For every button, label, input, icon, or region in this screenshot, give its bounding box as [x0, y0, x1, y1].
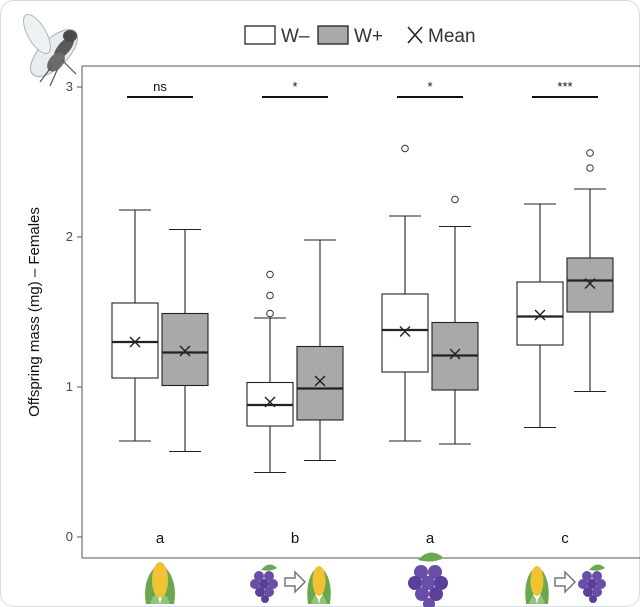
- legend: W– W+ Mean: [244, 25, 476, 47]
- mean-marker: [584, 278, 596, 289]
- outlier-point: [266, 270, 274, 279]
- mean-marker: [264, 396, 276, 408]
- box-w+: [431, 195, 479, 445]
- mean-marker: [314, 375, 326, 387]
- outlier-point: [586, 149, 594, 157]
- box-w-: [516, 203, 564, 429]
- iqr-box: [566, 257, 614, 313]
- iqr-box: [111, 302, 159, 379]
- box-w-: [381, 144, 429, 442]
- box-w+: [161, 228, 209, 453]
- grape-to-corn-icon: [250, 564, 331, 604]
- mean-cross-b: [264, 396, 276, 408]
- mean-cross-b: [584, 278, 596, 289]
- iqr-box: [516, 281, 564, 346]
- corn-icon: [145, 562, 175, 604]
- iqr-box: [381, 293, 429, 373]
- mean-marker: [129, 336, 141, 348]
- group-1: ns a: [111, 79, 209, 547]
- box-w-: [246, 270, 294, 474]
- iqr-box: [296, 345, 344, 421]
- mean-cross-b: [179, 345, 191, 357]
- box-w+: [566, 149, 614, 393]
- legend-label-mean: Mean: [428, 26, 476, 47]
- outlier-point: [266, 309, 274, 318]
- mean-cross-b: [129, 336, 141, 348]
- outlier-point: [401, 144, 409, 153]
- group-3: *a: [381, 79, 479, 547]
- plot-area: nsa*b*a***c: [111, 79, 614, 547]
- group-2: *b: [246, 79, 344, 547]
- mean-marker: [179, 345, 191, 357]
- significance-label: ns: [153, 79, 167, 94]
- legend-mean-marker: [407, 26, 423, 44]
- mean-cross-b: [399, 326, 411, 337]
- y-tick-label: 1: [66, 379, 73, 394]
- iqr-box: [161, 312, 209, 387]
- y-axis-label: Offspring mass (mg) – Females: [26, 207, 43, 417]
- group-icons: [145, 552, 606, 607]
- legend-swatch-w-plus: [317, 25, 349, 45]
- y-tick-label: 2: [66, 229, 73, 244]
- group-letter: b: [291, 530, 299, 547]
- box-w-: [111, 209, 159, 442]
- grape-icon: [408, 552, 448, 607]
- group-letter: c: [561, 530, 569, 547]
- group-4: *** c: [516, 79, 614, 547]
- significance-label: *: [427, 79, 432, 94]
- outlier-point: [586, 164, 594, 172]
- mean-cross-b: [314, 375, 326, 387]
- y-ticks: 0 1 2 3: [66, 79, 82, 544]
- group-letter: a: [426, 530, 435, 547]
- mean-cross-b: [449, 348, 461, 360]
- mean-marker: [534, 309, 546, 321]
- fruit-fly-icon: [23, 13, 78, 87]
- mean-marker: [399, 326, 411, 337]
- y-tick-label: 3: [66, 79, 73, 94]
- corn-to-grape-icon: [525, 564, 606, 604]
- box-w+: [296, 239, 344, 462]
- mean-marker: [449, 348, 461, 360]
- significance-label: *: [292, 79, 297, 94]
- group-letter: a: [156, 530, 165, 547]
- legend-swatch-w-minus: [244, 25, 276, 45]
- legend-label-w-plus: W+: [354, 26, 383, 47]
- legend-label-w-minus: W–: [281, 26, 310, 47]
- outlier-point: [451, 195, 459, 204]
- outlier-point: [266, 291, 274, 300]
- significance-label: ***: [557, 79, 572, 94]
- y-tick-label: 0: [66, 529, 73, 544]
- mean-cross-b: [534, 309, 546, 321]
